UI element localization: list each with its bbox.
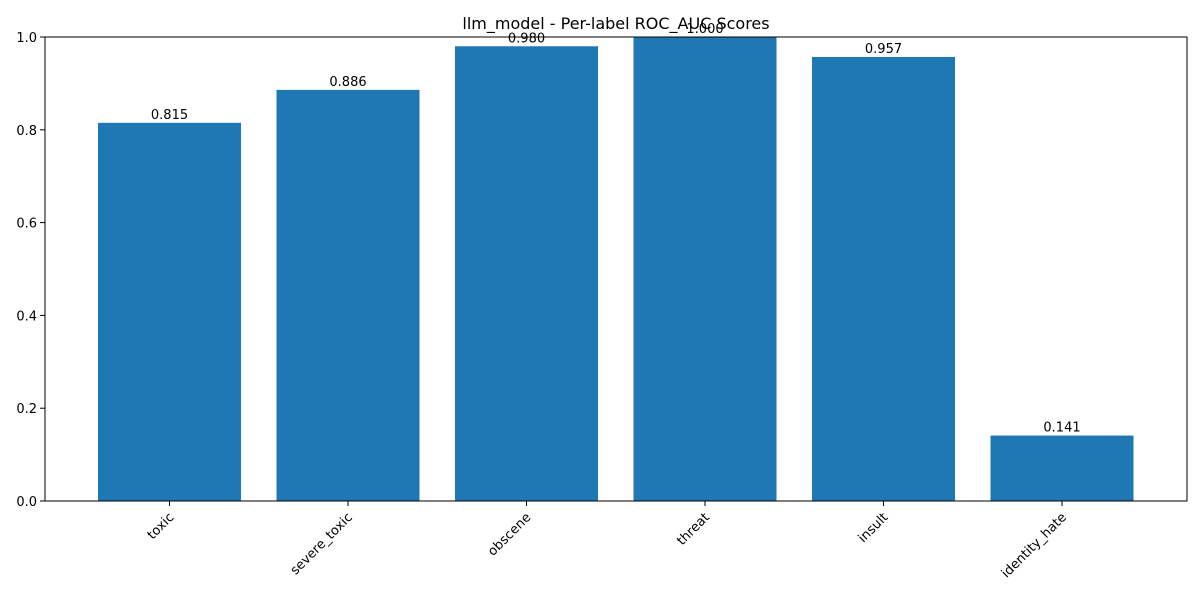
value-label-obscene: 0.980	[508, 31, 545, 46]
y-tick-label: 0.2	[16, 402, 37, 417]
x-tick-label-threat: threat	[674, 510, 713, 549]
y-tick-label: 0.4	[16, 309, 37, 324]
x-tick-label-insult: insult	[856, 510, 892, 546]
y-tick-label: 1.0	[16, 31, 37, 46]
chart-title: llm_model - Per-label ROC_AUC Scores	[462, 14, 769, 34]
x-tick-label-identity-hate: identity_hate	[999, 510, 1070, 581]
x-tick-label-toxic: toxic	[145, 510, 178, 543]
value-label-toxic: 0.815	[151, 108, 188, 123]
x-tick-label-obscene: obscene	[485, 510, 534, 559]
bar-toxic	[98, 122, 241, 501]
bar-identity-hate	[990, 435, 1134, 501]
bar-severe-toxic	[276, 89, 420, 502]
y-tick-label: 0.8	[16, 124, 37, 139]
bar-obscene	[455, 46, 598, 501]
value-label-threat: 1.000	[686, 22, 723, 37]
y-tick-label: 0.0	[16, 495, 37, 510]
value-label-insult: 0.957	[865, 42, 902, 57]
bar-insult	[812, 56, 955, 502]
y-tick-label: 0.6	[16, 217, 37, 232]
value-label-identity-hate: 0.141	[1043, 421, 1080, 436]
bar-threat	[633, 37, 777, 501]
bars-layer: 0.815 0.886 0.980 1.000 0.957 0.141	[98, 22, 1134, 502]
value-label-severe-toxic: 0.886	[329, 75, 366, 90]
plot-frame	[44, 36, 1188, 502]
x-tick-label-severe-toxic: severe_toxic	[288, 510, 356, 578]
